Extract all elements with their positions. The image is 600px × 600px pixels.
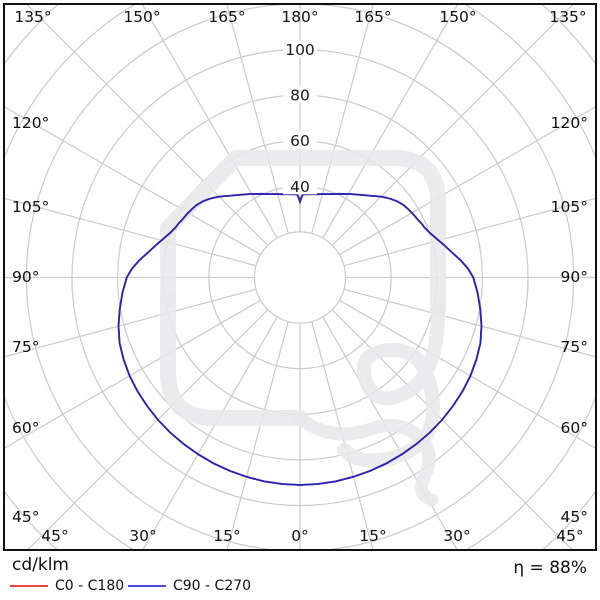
unit-label: cd/klm [12, 555, 69, 575]
ring-label: 80 [290, 87, 310, 105]
angle-label-right: 120° [551, 114, 588, 132]
legend-entry-c90-c270: C90 - C270 [128, 576, 251, 596]
chart-footer: cd/klm η = 88% C0 - C180 C90 - C270 [0, 552, 600, 600]
efficiency-label: η = 88% [513, 558, 587, 578]
angle-label-left: 120° [12, 114, 49, 132]
angle-label-top: 135° [14, 8, 51, 26]
polar-plot: 40 60 80 100 135° 150° 165° 180° 165° 150° 135° 120… [3, 3, 597, 551]
ring-label: 60 [290, 132, 310, 150]
angle-label-top: 135° [549, 8, 586, 26]
legend-label-c90-c270: C90 - C270 [173, 578, 252, 594]
angle-label-bottom: 15° [213, 527, 240, 545]
angle-label-bottom: 15° [359, 527, 386, 545]
angle-label-left: 45° [12, 508, 39, 526]
legend-line-c0-c180-icon [10, 585, 48, 587]
angle-label-top: 150° [439, 8, 476, 26]
angle-label-top: 165° [208, 8, 245, 26]
angle-label-top: 150° [123, 8, 160, 26]
legend: C0 - C180 C90 - C270 [0, 576, 600, 596]
angle-label-bottom: 30° [129, 527, 156, 545]
ring-label: 40 [290, 178, 310, 196]
legend-line-c90-c270-icon [128, 585, 166, 587]
angle-label-bottom: 45° [41, 527, 68, 545]
angle-label-bottom: 45° [556, 527, 583, 545]
ring-label: 100 [285, 41, 315, 59]
angle-label-right: 45° [561, 508, 588, 526]
legend-entry-c0-c180: C0 - C180 [10, 576, 124, 596]
angle-label-left: 60° [12, 419, 39, 437]
angle-label-bottom: 0° [291, 527, 309, 545]
angle-label-right: 75° [561, 338, 588, 356]
angle-label-left: 90° [12, 268, 39, 286]
angle-label-left: 105° [12, 198, 49, 216]
angle-label-right: 105° [551, 198, 588, 216]
angle-label-top: 180° [281, 8, 318, 26]
angle-label-top: 165° [354, 8, 391, 26]
angle-label-right: 60° [561, 419, 588, 437]
angle-label-right: 90° [561, 268, 588, 286]
angle-label-bottom: 30° [443, 527, 470, 545]
legend-label-c0-c180: C0 - C180 [55, 578, 125, 594]
angle-label-left: 75° [12, 338, 39, 356]
